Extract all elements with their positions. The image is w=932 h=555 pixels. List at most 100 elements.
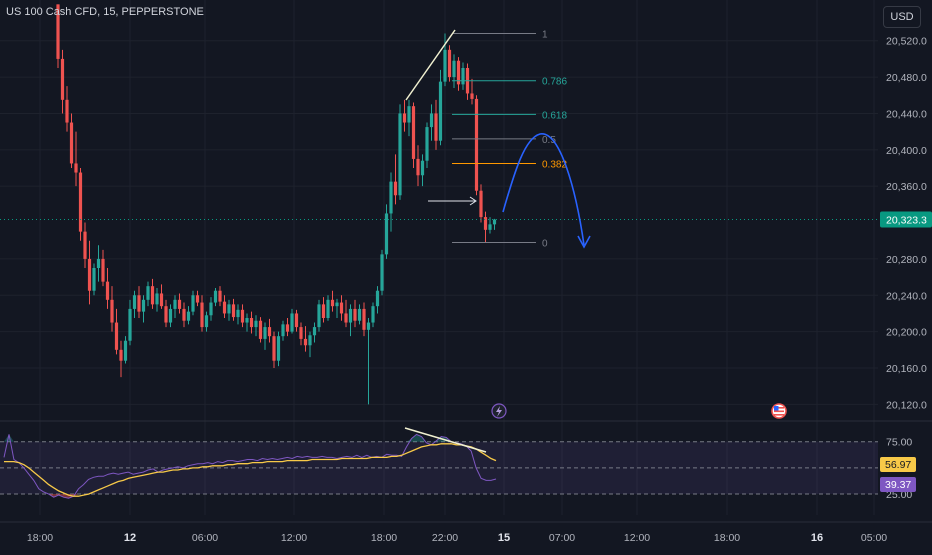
candle-down — [447, 49, 452, 78]
candle-down — [60, 58, 65, 100]
time-tick-label: 06:00 — [192, 532, 218, 544]
time-tick-label: 07:00 — [549, 532, 575, 544]
rsi-ma-line — [4, 443, 497, 497]
candle-up — [236, 309, 240, 318]
time-tick-label: 18:00 — [27, 532, 53, 544]
fib-level-label: 0 — [542, 239, 548, 250]
price-tick-label: 20,360.0 — [886, 181, 927, 193]
time-tick-label: 12 — [124, 532, 136, 544]
candle-down — [258, 320, 263, 339]
rsi-divergence-line — [404, 427, 487, 453]
candle-up — [245, 318, 249, 323]
candle-up — [438, 81, 443, 141]
candle-up — [227, 304, 231, 314]
candle-up — [326, 299, 330, 318]
candle-down — [218, 290, 222, 302]
fib-level-label: 0.5 — [542, 135, 556, 146]
candle-up — [389, 181, 393, 214]
price-tick-label: 20,160.0 — [886, 363, 927, 375]
price-tick-label: 20,440.0 — [886, 108, 927, 120]
candle-up — [375, 290, 380, 307]
fib-level-label: 0.786 — [542, 77, 567, 88]
candle-up — [276, 336, 281, 361]
rsi-ma-value: 56.97 — [885, 459, 911, 471]
candle-up — [312, 327, 317, 336]
rsi-oversold-fill — [4, 494, 496, 499]
time-tick-label: 05:00 — [861, 532, 887, 544]
candle-down — [231, 304, 236, 318]
candle-up — [204, 315, 209, 328]
lightning-icon — [491, 403, 507, 419]
candle-up — [209, 302, 213, 316]
candle-down — [267, 327, 272, 337]
time-tick-label: 18:00 — [371, 532, 397, 544]
candle-down — [339, 302, 344, 314]
candle-up — [380, 254, 384, 291]
candle-up — [213, 290, 218, 303]
candle-down — [344, 313, 348, 323]
time-tick-label: 18:00 — [714, 532, 740, 544]
rsi-line — [3, 433, 497, 499]
candle-down — [101, 258, 105, 282]
candle-down — [303, 338, 308, 346]
candle-down — [249, 318, 254, 328]
candle-up — [425, 127, 429, 161]
candle-down — [150, 286, 155, 305]
projection-curve — [502, 133, 585, 246]
candle-down — [483, 217, 488, 230]
candle-up — [492, 219, 497, 225]
price-tick-label: 20,120.0 — [886, 399, 927, 411]
candle-down — [362, 308, 366, 330]
candle-up — [92, 268, 96, 291]
rsi-tick-label: 75.00 — [886, 437, 912, 449]
candle-up — [146, 286, 150, 300]
candle-down — [411, 106, 416, 159]
candle-up — [186, 311, 191, 321]
candle-up — [141, 299, 146, 312]
time-tick-label: 16 — [811, 532, 823, 544]
fib-level-label: 1 — [542, 29, 548, 40]
candle-down — [272, 336, 276, 361]
candle-down — [321, 304, 326, 318]
price-tick-label: 20,480.0 — [886, 72, 927, 84]
candle-down — [110, 299, 114, 323]
symbol-title: US 100 Cash CFD, 15, PEPPERSTONE — [6, 6, 204, 18]
candle-up — [429, 113, 434, 128]
candle-up — [348, 308, 353, 323]
candle-down — [195, 295, 200, 303]
candle-down — [182, 308, 186, 321]
candle-down — [74, 163, 78, 173]
candle-down — [119, 349, 123, 361]
candle-down — [65, 99, 69, 123]
candle-up — [407, 106, 411, 123]
candle-down — [56, 4, 60, 59]
candle-down — [299, 327, 303, 339]
candle-down — [200, 302, 204, 328]
candle-down — [87, 258, 92, 291]
candle-up — [398, 113, 402, 196]
candle-up — [308, 335, 312, 346]
candle-down — [78, 172, 83, 232]
candle-down — [434, 113, 438, 141]
rsi-tick-label: 25.00 — [886, 489, 912, 501]
candle-up — [384, 213, 389, 255]
candle-down — [456, 60, 461, 85]
candle-up — [357, 308, 362, 321]
current-price-badge — [880, 211, 932, 228]
candle-down — [294, 313, 299, 328]
candle-down — [416, 158, 420, 176]
candle-down — [177, 299, 182, 309]
candle-down — [474, 98, 479, 191]
fib-level-label: 0.618 — [542, 110, 567, 121]
candle-down — [137, 295, 141, 312]
candle-up — [443, 49, 447, 82]
candle-up — [155, 293, 159, 305]
time-tick-label: 12:00 — [624, 532, 650, 544]
arrow-head — [469, 196, 477, 206]
candle-down — [402, 113, 407, 123]
current-price-label: 20,323.3 — [886, 215, 927, 227]
currency-button[interactable]: USD — [883, 6, 921, 28]
candle-up — [281, 324, 285, 337]
